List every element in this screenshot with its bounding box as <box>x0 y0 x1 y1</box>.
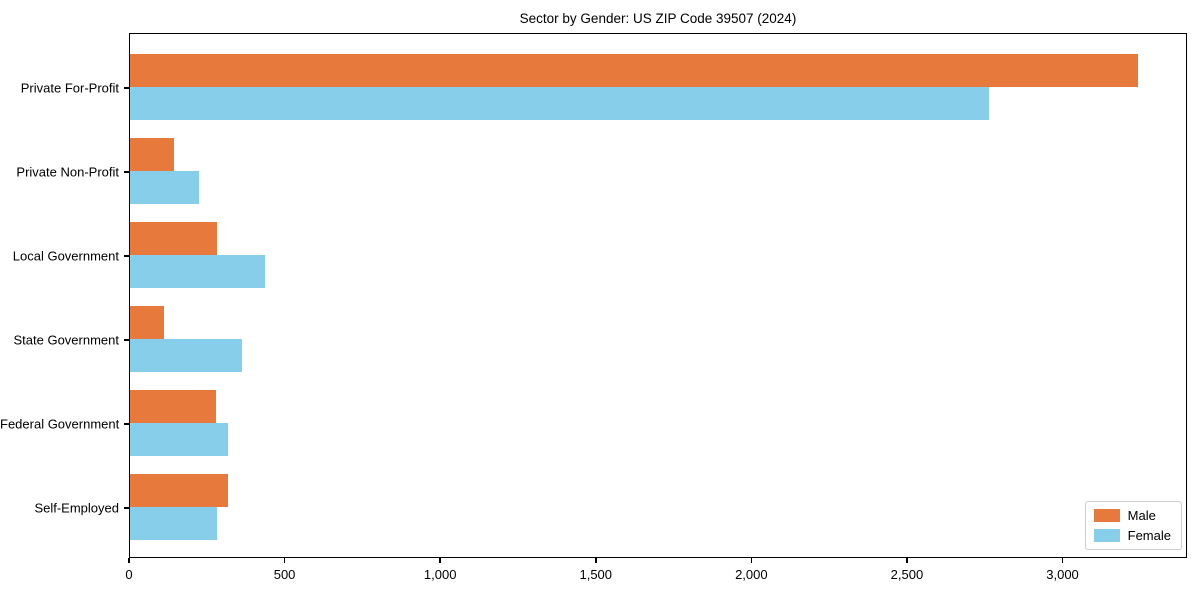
legend-row-female: Female <box>1093 528 1171 543</box>
x-tick <box>750 558 753 563</box>
legend-label: Female <box>1127 528 1171 543</box>
bars-layer <box>130 34 1186 557</box>
x-tick <box>906 558 908 563</box>
bar-male-4 <box>130 390 216 424</box>
y-tick-label: Local Government <box>12 248 119 264</box>
bar-female-3 <box>130 339 242 373</box>
y-tick-label: Self-Employed <box>34 500 119 516</box>
x-tick-label: 3,000 <box>1046 567 1079 582</box>
legend-swatch-female <box>1093 529 1120 542</box>
x-tick-label: 1,500 <box>579 567 613 582</box>
x-tick-label: 500 <box>273 567 296 582</box>
x-tick-label: 0 <box>125 567 133 582</box>
x-tick-label: 2,000 <box>735 567 768 582</box>
bar-female-0 <box>130 87 989 121</box>
bar-male-5 <box>130 474 228 508</box>
x-tick-label: 1,000 <box>423 567 457 582</box>
y-tick-label: State Government <box>13 332 120 348</box>
y-tick-label: Private Non-Profit <box>16 164 119 180</box>
bar-male-2 <box>130 222 218 256</box>
x-tick <box>595 558 597 563</box>
legend-swatch-male <box>1093 509 1120 522</box>
chart-title: Sector by Gender: US ZIP Code 39507 (202… <box>519 11 797 26</box>
bar-male-1 <box>130 138 174 172</box>
legend: Male Female <box>1084 501 1182 550</box>
bar-female-1 <box>130 171 199 205</box>
legend-row-male: Male <box>1093 508 1171 523</box>
x-tick <box>439 558 441 563</box>
bar-female-5 <box>130 507 218 541</box>
x-tick-label: 2,500 <box>890 567 924 582</box>
plot-area: Male Female <box>129 33 1187 558</box>
x-tick <box>283 558 286 563</box>
bar-male-3 <box>130 306 165 340</box>
x-tick <box>128 558 130 563</box>
bar-male-0 <box>130 54 1139 88</box>
x-tick <box>1061 558 1064 563</box>
y-tick-label: Private For-Profit <box>20 80 119 96</box>
bar-female-4 <box>130 423 228 457</box>
legend-label: Male <box>1127 508 1156 523</box>
bar-female-2 <box>130 255 266 289</box>
y-tick-label: Federal Government <box>0 416 120 432</box>
